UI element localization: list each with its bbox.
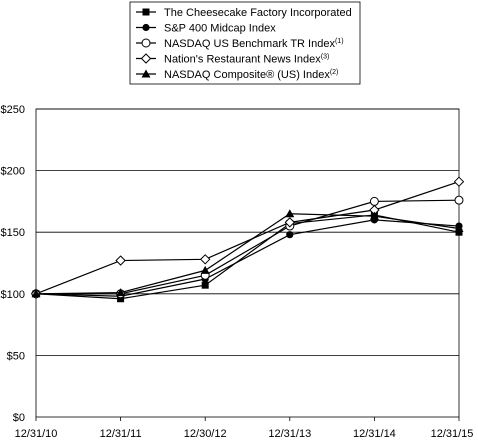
legend-item: The Cheesecake Factory Incorporated	[136, 7, 352, 19]
series-3	[30, 176, 465, 300]
legend-label: Nation's Restaurant News Index(3)	[164, 54, 329, 66]
legend-label: NASDAQ US Benchmark TR Index(1)	[164, 38, 344, 50]
x-tick-label: 12/31/10	[15, 428, 58, 440]
legend-item: S&P 400 Midcap Index	[136, 23, 276, 35]
data-point	[200, 265, 210, 274]
legend-marker	[142, 8, 150, 16]
legend-marker	[141, 38, 151, 48]
data-point	[453, 176, 465, 187]
data-point	[31, 289, 41, 298]
x-tick-label: 12/31/14	[353, 428, 396, 440]
data-point	[284, 217, 296, 228]
data-point	[455, 228, 463, 236]
data-point	[285, 209, 295, 218]
y-tick-label: $50	[7, 350, 25, 362]
y-tick-label: $0	[13, 412, 25, 424]
legend-item: NASDAQ Composite® (US) Index(2)	[136, 69, 338, 81]
series-1	[32, 216, 463, 300]
legend-box	[129, 1, 361, 85]
data-point	[454, 224, 464, 233]
x-tick-label: 12/30/12	[184, 428, 227, 440]
legend-label: S&P 400 Midcap Index	[164, 23, 276, 35]
data-point	[454, 195, 464, 205]
plot-border	[35, 108, 460, 418]
x-axis: 12/31/10 12/31/11 12/30/12 12/31/13 12/31/14…	[15, 417, 474, 440]
gridlines	[36, 108, 459, 356]
series-line	[35, 219, 460, 297]
plot-frame	[35, 108, 460, 418]
legend-marker	[141, 69, 151, 78]
data-point	[369, 196, 379, 206]
series-line	[36, 199, 460, 295]
legend-label: NASDAQ Composite® (US) Index(2)	[164, 69, 338, 81]
x-tick-label: 12/31/13	[268, 428, 311, 440]
series-layer	[30, 176, 465, 303]
data-point	[115, 255, 126, 266]
legend-item: Nation's Restaurant News Index(3)	[136, 53, 329, 66]
legend-item: NASDAQ US Benchmark TR Index(1)	[136, 38, 344, 50]
x-tick-label: 12/31/11	[100, 428, 142, 440]
x-tick-label: 12/31/15	[431, 428, 474, 440]
legend-marker	[142, 23, 150, 32]
data-point	[116, 288, 126, 297]
series-4	[31, 209, 464, 298]
series-line	[35, 181, 460, 295]
y-tick-label: $200	[1, 166, 25, 178]
y-tick-label: $100	[1, 289, 25, 301]
data-point	[286, 231, 294, 239]
data-point	[369, 211, 379, 220]
y-tick-label: $250	[1, 104, 25, 116]
legend-marker	[140, 53, 152, 64]
series-line	[35, 213, 460, 295]
data-point	[199, 254, 211, 265]
y-axis: $0 $50 $100 $150 $200 $250	[1, 104, 25, 424]
data-point	[201, 281, 209, 289]
legend: The Cheesecake Factory Incorporated S&P 4…	[129, 1, 361, 85]
y-tick-label: $150	[1, 227, 25, 239]
legend-label: The Cheesecake Factory Incorporated	[164, 7, 352, 19]
series-2	[31, 195, 464, 299]
